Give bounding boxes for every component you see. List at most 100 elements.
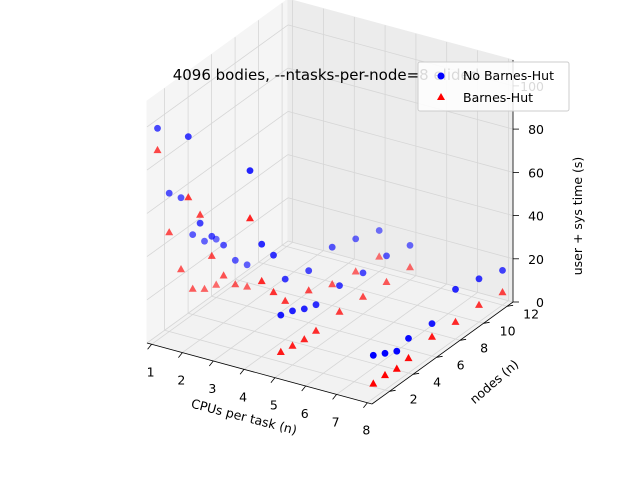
x-tick-label: 2 xyxy=(177,373,185,388)
y-tick-mark xyxy=(436,355,443,358)
y-axis-title: nodes (n) xyxy=(467,356,522,406)
x-tick-mark xyxy=(363,402,368,408)
point-no-barnes-hut xyxy=(289,307,296,315)
x-tick-label: 3 xyxy=(208,381,216,396)
point-barnes-hut xyxy=(276,347,285,355)
x-tick-mark xyxy=(147,344,152,350)
point-no-barnes-hut xyxy=(369,351,377,359)
grid-line-z xyxy=(146,197,289,301)
point-barnes-hut xyxy=(359,292,367,300)
point-no-barnes-hut xyxy=(393,347,401,355)
x-tick-label: 8 xyxy=(362,423,370,438)
grid-line-y xyxy=(258,261,484,324)
x-tick-label: 7 xyxy=(332,414,340,429)
point-barnes-hut xyxy=(243,282,252,290)
y-tick-mark xyxy=(460,338,467,341)
grid-line-z xyxy=(287,197,514,260)
point-barnes-hut xyxy=(219,271,228,279)
legend-marker-barnes-hut xyxy=(437,93,445,100)
point-barnes-hut xyxy=(375,252,384,260)
point-no-barnes-hut xyxy=(220,241,228,249)
y-axis-line xyxy=(371,301,514,405)
point-barnes-hut xyxy=(269,287,278,296)
point-no-barnes-hut xyxy=(406,242,414,249)
point-no-barnes-hut xyxy=(201,237,208,245)
point-barnes-hut xyxy=(212,280,221,288)
x-tick-label: 6 xyxy=(301,406,309,421)
grid-line-z xyxy=(287,154,514,216)
point-barnes-hut xyxy=(231,280,240,288)
point-barnes-hut xyxy=(300,335,309,343)
grid-line-x xyxy=(151,241,293,345)
z-tick-label: 80 xyxy=(528,122,544,137)
axis-panes xyxy=(145,0,515,405)
point-no-barnes-hut xyxy=(281,275,289,283)
legend-label-barnes-hut: Barnes-Hut xyxy=(463,90,533,105)
grid-line-z xyxy=(146,240,289,344)
grid-line-z xyxy=(287,67,514,130)
grid-line-x xyxy=(274,275,417,379)
point-barnes-hut xyxy=(381,370,389,379)
point-no-barnes-hut xyxy=(312,301,320,309)
grid-line-x xyxy=(243,266,386,370)
tick-labels: 1234567824681012020406080100 xyxy=(147,79,544,438)
point-no-barnes-hut xyxy=(277,311,285,319)
x-tick-mark xyxy=(301,385,307,392)
grid-line-x xyxy=(367,300,509,404)
point-barnes-hut xyxy=(200,284,209,292)
grid-line-z xyxy=(287,240,514,303)
point-barnes-hut xyxy=(498,288,507,296)
z-tick-label: 20 xyxy=(528,252,544,267)
y-tick-label: 8 xyxy=(480,340,488,355)
y-tick-mark xyxy=(389,389,396,392)
grid-line-z xyxy=(287,111,514,173)
z-tick-label: 60 xyxy=(528,165,544,180)
point-no-barnes-hut xyxy=(184,133,192,141)
x-tick-label: 5 xyxy=(270,398,278,413)
chart-title: 4096 bodies, --ntasks-per-node=8 elided xyxy=(173,66,480,84)
x-tick-mark xyxy=(208,360,214,367)
z-tick-label: 40 xyxy=(528,209,544,224)
point-no-barnes-hut xyxy=(328,243,336,251)
point-barnes-hut xyxy=(184,193,193,201)
legend-marker-no-barnes-hut xyxy=(437,72,445,80)
grid-line-z xyxy=(146,111,289,214)
x-tick-mark xyxy=(332,394,337,400)
point-barnes-hut xyxy=(328,280,337,288)
point-barnes-hut xyxy=(369,379,378,387)
grid-line-x xyxy=(182,250,324,353)
data-points xyxy=(153,124,507,387)
point-no-barnes-hut xyxy=(243,261,251,269)
y-tick-label: 4 xyxy=(433,374,441,389)
point-barnes-hut xyxy=(404,353,413,362)
grid-line-y xyxy=(211,295,437,358)
grid-line-z xyxy=(146,24,289,128)
grid-line-x xyxy=(305,283,447,387)
point-no-barnes-hut xyxy=(270,251,277,259)
grid-lines xyxy=(146,0,514,404)
point-no-barnes-hut xyxy=(383,252,390,260)
x-tick-mark xyxy=(178,352,183,358)
x-tick-mark xyxy=(239,369,245,375)
point-no-barnes-hut xyxy=(177,194,185,202)
point-barnes-hut xyxy=(351,267,360,275)
z-tick-label: 0 xyxy=(536,295,544,310)
point-no-barnes-hut xyxy=(452,285,459,293)
point-no-barnes-hut xyxy=(246,167,254,175)
point-barnes-hut xyxy=(392,364,401,372)
point-barnes-hut xyxy=(475,300,483,308)
point-no-barnes-hut xyxy=(336,282,343,289)
x-tick-label: 4 xyxy=(239,389,247,404)
point-barnes-hut xyxy=(207,251,216,259)
point-no-barnes-hut xyxy=(405,335,412,342)
point-no-barnes-hut xyxy=(428,320,436,327)
point-barnes-hut xyxy=(177,265,185,273)
legend-box xyxy=(417,61,570,112)
point-no-barnes-hut xyxy=(165,189,173,197)
x-tick-label: 1 xyxy=(147,364,155,379)
grid-line-z xyxy=(146,67,289,171)
point-barnes-hut xyxy=(451,317,460,325)
point-no-barnes-hut xyxy=(154,124,161,132)
